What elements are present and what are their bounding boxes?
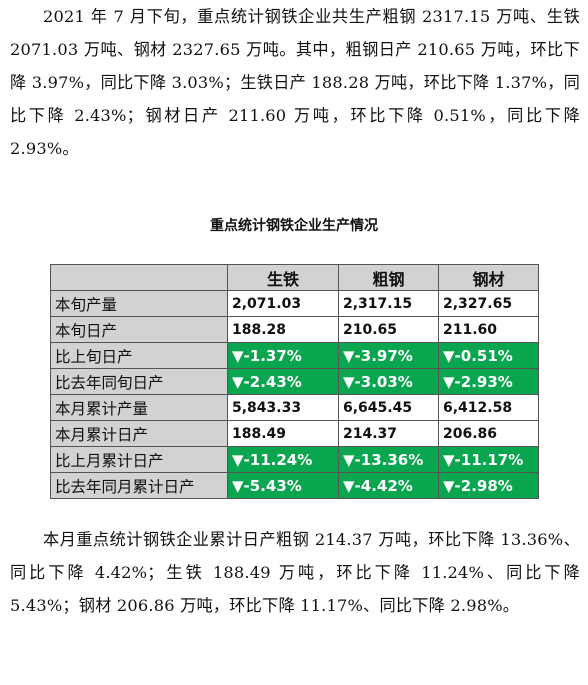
intro-paragraph: 2021 年 7 月下旬，重点统计钢铁企业共生产粗钢 2317.15 万吨、生铁… (10, 7, 580, 158)
table-header-row: 生铁 粗钢 钢材 (50, 264, 539, 291)
table-row: 本旬产量 2,071.03 2,317.15 2,327.65 (50, 290, 539, 317)
decline-cell: ▼-4.42% (338, 472, 439, 499)
header-corner (50, 264, 228, 291)
row-label: 比去年同月累计日产 (50, 472, 228, 499)
row-label: 本月累计产量 (50, 394, 228, 421)
row-label: 本旬日产 (50, 316, 228, 343)
row-label: 比上月累计日产 (50, 446, 228, 473)
table-row: 比去年同月累计日产 ▼-5.43% ▼-4.42% ▼-2.98% (50, 472, 539, 499)
header-steel-products: 钢材 (438, 264, 539, 291)
value-cell: 206.86 (438, 420, 539, 447)
table-row: 比上月累计日产 ▼-11.24% ▼-13.36% ▼-11.17% (50, 446, 539, 473)
row-label: 比去年同旬日产 (50, 368, 228, 395)
table-row: 比去年同旬日产 ▼-2.43% ▼-3.03% ▼-2.93% (50, 368, 539, 395)
production-table: 生铁 粗钢 钢材 本旬产量 2,071.03 2,317.15 2,327.65 本旬日… (50, 264, 539, 499)
decline-cell: ▼-2.93% (438, 368, 539, 395)
decline-cell: ▼-2.98% (438, 472, 539, 499)
value-cell: 210.65 (338, 316, 439, 343)
decline-cell: ▼-11.24% (227, 446, 339, 473)
value-cell: 5,843.33 (227, 394, 339, 421)
header-crude-steel: 粗钢 (338, 264, 439, 291)
value-cell: 2,327.65 (438, 290, 539, 317)
decline-cell: ▼-5.43% (227, 472, 339, 499)
header-pig-iron: 生铁 (227, 264, 339, 291)
decline-cell: ▼-3.03% (338, 368, 439, 395)
value-cell: 6,645.45 (338, 394, 439, 421)
value-cell: 2,071.03 (227, 290, 339, 317)
decline-cell: ▼-1.37% (227, 342, 339, 369)
row-label: 比上旬日产 (50, 342, 228, 369)
decline-cell: ▼-11.17% (438, 446, 539, 473)
value-cell: 2,317.15 (338, 290, 439, 317)
decline-cell: ▼-3.97% (338, 342, 439, 369)
row-label: 本旬产量 (50, 290, 228, 317)
table-body: 本旬产量 2,071.03 2,317.15 2,327.65 本旬日产 188.28 21… (50, 290, 539, 499)
value-cell: 214.37 (338, 420, 439, 447)
decline-cell: ▼-0.51% (438, 342, 539, 369)
decline-cell: ▼-13.36% (338, 446, 439, 473)
table-row: 本月累计日产 188.49 214.37 206.86 (50, 420, 539, 447)
table-caption: 重点统计钢铁企业生产情况 (210, 218, 378, 234)
table-row: 本旬日产 188.28 210.65 211.60 (50, 316, 539, 343)
value-cell: 6,412.58 (438, 394, 539, 421)
decline-cell: ▼-2.43% (227, 368, 339, 395)
row-label: 本月累计日产 (50, 420, 228, 447)
table-row: 本月累计产量 5,843.33 6,645.45 6,412.58 (50, 394, 539, 421)
value-cell: 211.60 (438, 316, 539, 343)
value-cell: 188.49 (227, 420, 339, 447)
summary-paragraph: 本月重点统计钢铁企业累计日产粗钢 214.37 万吨，环比下降 13.36%、同… (10, 530, 580, 615)
value-cell: 188.28 (227, 316, 339, 343)
table-row: 比上旬日产 ▼-1.37% ▼-3.97% ▼-0.51% (50, 342, 539, 369)
